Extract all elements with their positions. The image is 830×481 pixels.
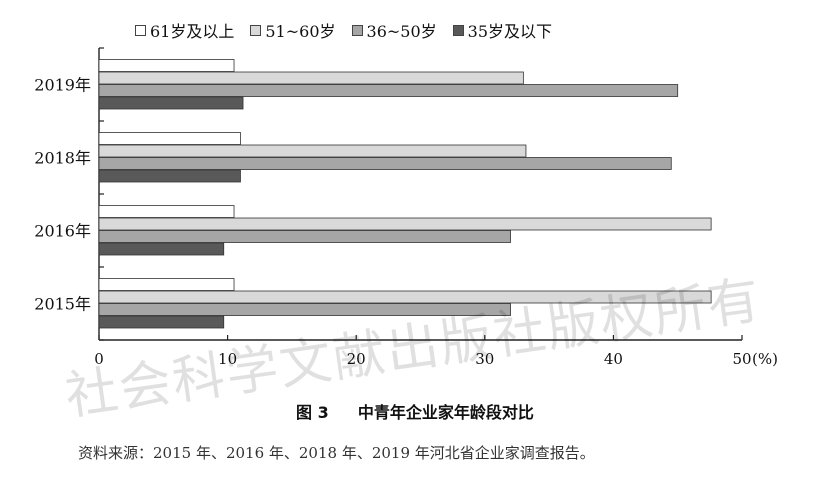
- y-tick-label: 2019年: [34, 76, 91, 95]
- x-tick-label: 20: [347, 350, 366, 368]
- y-tick-label: 2015年: [34, 295, 91, 314]
- legend-label-51-60: 51~60岁: [265, 22, 336, 41]
- legend-label-36-50: 36~50岁: [366, 22, 437, 41]
- bar-2015年-61岁及以上: [98, 278, 235, 291]
- x-unit-label: (%): [752, 350, 778, 368]
- legend-swatch-36-50: [351, 24, 363, 36]
- x-tick-label: 0: [94, 350, 104, 368]
- bar-2019年-61岁及以上: [98, 59, 235, 72]
- figure-caption: 图 3 中青年企业家年龄段对比: [0, 399, 830, 423]
- legend-item-35-under: 35岁及以下: [452, 18, 553, 42]
- legend-item-36-50: 36~50岁: [351, 18, 437, 42]
- source-note: 资料来源：2015 年、2016 年、2018 年、2019 年河北省企业家调查…: [78, 444, 595, 462]
- legend-swatch-35-under: [452, 24, 464, 36]
- legend-swatch-51-60: [250, 24, 262, 36]
- bar-2016年-36~50岁: [98, 230, 511, 243]
- bar-2015年-51~60岁: [98, 290, 712, 304]
- bar-2016年-61岁及以上: [98, 205, 235, 218]
- legend-label-61-plus: 61岁及以上: [150, 22, 235, 41]
- x-tick-label: 50: [732, 350, 751, 368]
- bar-2016年-51~60岁: [98, 217, 712, 231]
- bar-2016年-35岁及以下: [98, 242, 225, 256]
- bar-2019年-36~50岁: [98, 84, 679, 97]
- x-tick-label: 30: [475, 350, 494, 368]
- y-tick-label: 2016年: [34, 222, 91, 241]
- legend-label-35-under: 35岁及以下: [467, 22, 553, 41]
- bar-2015年-36~50岁: [98, 303, 511, 316]
- bar-2019年-35岁及以下: [98, 96, 244, 110]
- bar-2018年-51~60岁: [98, 144, 527, 158]
- figure-title: 中青年企业家年龄段对比: [357, 403, 534, 422]
- bar-2019年-51~60岁: [98, 71, 524, 85]
- chart-legend: 61岁及以上 51~60岁 36~50岁 35岁及以下: [135, 18, 552, 42]
- legend-swatch-61-plus: [135, 24, 146, 36]
- legend-item-51-60: 51~60岁: [250, 18, 336, 42]
- bar-2018年-36~50岁: [98, 157, 672, 170]
- y-tick-label: 2018年: [34, 149, 91, 168]
- x-tick-label: 10: [218, 350, 237, 368]
- bar-2018年-61岁及以上: [98, 132, 241, 145]
- x-tick-label: 40: [604, 350, 623, 368]
- figure-number: 图 3: [296, 403, 329, 422]
- bar-2015年-35岁及以下: [98, 315, 225, 329]
- legend-item-61-plus: 61岁及以上: [135, 18, 234, 42]
- bar-2018年-35岁及以下: [98, 169, 241, 183]
